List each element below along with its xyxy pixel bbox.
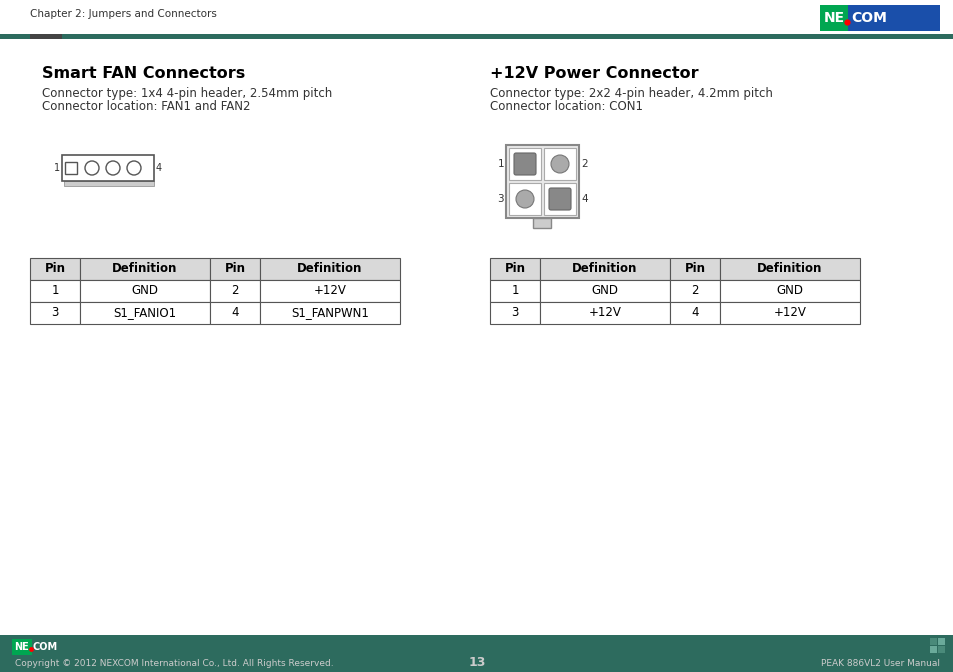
Text: +12V Power Connector: +12V Power Connector (490, 67, 698, 81)
FancyBboxPatch shape (62, 155, 153, 181)
FancyBboxPatch shape (937, 646, 944, 653)
FancyBboxPatch shape (543, 183, 576, 215)
Text: Pin: Pin (504, 263, 525, 276)
FancyBboxPatch shape (260, 302, 399, 324)
Text: NE: NE (14, 642, 29, 652)
FancyBboxPatch shape (260, 280, 399, 302)
Text: COM: COM (850, 11, 886, 25)
FancyBboxPatch shape (539, 302, 669, 324)
FancyBboxPatch shape (490, 302, 539, 324)
FancyBboxPatch shape (929, 638, 936, 645)
Text: 4: 4 (156, 163, 162, 173)
Text: 4: 4 (231, 306, 238, 319)
Text: 4: 4 (580, 194, 587, 204)
Circle shape (551, 155, 568, 173)
Circle shape (516, 190, 534, 208)
Text: Chapter 2: Jumpers and Connectors: Chapter 2: Jumpers and Connectors (30, 9, 216, 19)
FancyBboxPatch shape (539, 258, 669, 280)
Text: Pin: Pin (224, 263, 245, 276)
Text: 1: 1 (51, 284, 59, 298)
Text: Definition: Definition (572, 263, 637, 276)
FancyBboxPatch shape (64, 181, 153, 186)
FancyBboxPatch shape (30, 34, 62, 39)
FancyBboxPatch shape (820, 5, 847, 31)
FancyBboxPatch shape (30, 258, 80, 280)
Text: S1_FANIO1: S1_FANIO1 (113, 306, 176, 319)
Text: Definition: Definition (757, 263, 821, 276)
FancyBboxPatch shape (937, 638, 944, 645)
FancyBboxPatch shape (669, 280, 720, 302)
Text: 3: 3 (497, 194, 503, 204)
Circle shape (106, 161, 120, 175)
Text: Pin: Pin (684, 263, 705, 276)
Text: S1_FANPWN1: S1_FANPWN1 (291, 306, 369, 319)
FancyBboxPatch shape (210, 302, 260, 324)
FancyBboxPatch shape (543, 148, 576, 180)
FancyBboxPatch shape (509, 183, 540, 215)
FancyBboxPatch shape (490, 280, 539, 302)
FancyBboxPatch shape (720, 280, 859, 302)
Text: Connector location: CON1: Connector location: CON1 (490, 101, 642, 114)
Text: 1: 1 (497, 159, 503, 169)
FancyBboxPatch shape (509, 148, 540, 180)
FancyBboxPatch shape (490, 258, 539, 280)
FancyBboxPatch shape (210, 258, 260, 280)
Text: 13: 13 (468, 657, 485, 669)
Text: GND: GND (776, 284, 802, 298)
Text: Connector type: 2x2 4-pin header, 4.2mm pitch: Connector type: 2x2 4-pin header, 4.2mm … (490, 87, 772, 99)
FancyBboxPatch shape (548, 188, 571, 210)
FancyBboxPatch shape (65, 162, 77, 174)
Text: 1: 1 (53, 163, 60, 173)
FancyBboxPatch shape (720, 258, 859, 280)
FancyBboxPatch shape (669, 302, 720, 324)
Text: +12V: +12V (314, 284, 346, 298)
FancyBboxPatch shape (80, 302, 210, 324)
Text: Connector type: 1x4 4-pin header, 2.54mm pitch: Connector type: 1x4 4-pin header, 2.54mm… (42, 87, 332, 99)
FancyBboxPatch shape (260, 258, 399, 280)
FancyBboxPatch shape (210, 280, 260, 302)
FancyBboxPatch shape (847, 5, 939, 31)
Text: Pin: Pin (45, 263, 66, 276)
FancyBboxPatch shape (12, 639, 32, 655)
Text: 2: 2 (691, 284, 698, 298)
FancyBboxPatch shape (0, 634, 953, 672)
FancyBboxPatch shape (929, 646, 936, 653)
Text: 4: 4 (691, 306, 698, 319)
Text: COM: COM (33, 642, 58, 652)
FancyBboxPatch shape (0, 34, 953, 39)
Text: +12V: +12V (588, 306, 620, 319)
FancyBboxPatch shape (514, 153, 536, 175)
Text: 2: 2 (580, 159, 587, 169)
Text: 1: 1 (511, 284, 518, 298)
Text: Copyright © 2012 NEXCOM International Co., Ltd. All Rights Reserved.: Copyright © 2012 NEXCOM International Co… (15, 659, 334, 667)
FancyBboxPatch shape (30, 302, 80, 324)
Text: GND: GND (591, 284, 618, 298)
FancyBboxPatch shape (533, 218, 551, 228)
FancyBboxPatch shape (539, 280, 669, 302)
Text: 3: 3 (511, 306, 518, 319)
FancyBboxPatch shape (505, 145, 578, 218)
Text: Connector location: FAN1 and FAN2: Connector location: FAN1 and FAN2 (42, 101, 251, 114)
Text: GND: GND (132, 284, 158, 298)
Circle shape (85, 161, 99, 175)
FancyBboxPatch shape (720, 302, 859, 324)
Text: 2: 2 (231, 284, 238, 298)
Text: 3: 3 (51, 306, 59, 319)
FancyBboxPatch shape (30, 280, 80, 302)
Text: +12V: +12V (773, 306, 805, 319)
Text: Definition: Definition (297, 263, 362, 276)
Text: Smart FAN Connectors: Smart FAN Connectors (42, 67, 245, 81)
Text: PEAK 886VL2 User Manual: PEAK 886VL2 User Manual (821, 659, 939, 667)
Circle shape (127, 161, 141, 175)
FancyBboxPatch shape (669, 258, 720, 280)
FancyBboxPatch shape (80, 280, 210, 302)
Text: NE: NE (823, 11, 844, 25)
FancyBboxPatch shape (80, 258, 210, 280)
Text: Definition: Definition (112, 263, 177, 276)
FancyBboxPatch shape (0, 634, 953, 635)
